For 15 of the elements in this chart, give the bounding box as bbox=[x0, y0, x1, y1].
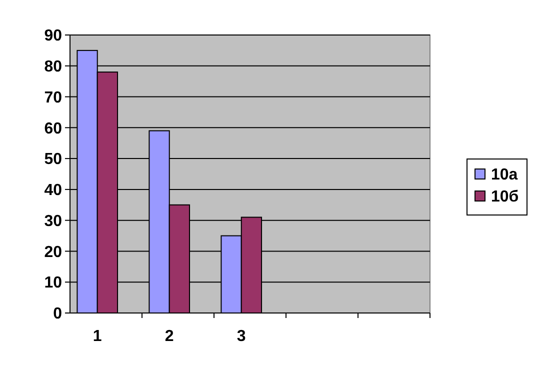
y-tick-label: 20 bbox=[44, 244, 62, 261]
y-tick-label: 90 bbox=[44, 28, 62, 45]
x-tick-label: 1 bbox=[92, 328, 102, 345]
y-tick-label: 80 bbox=[44, 58, 62, 76]
y-tick-label: 10 bbox=[44, 274, 62, 292]
y-tick-label: 30 bbox=[44, 212, 62, 230]
y-tick-label: 70 bbox=[44, 89, 62, 106]
x-tick-label: 3 bbox=[236, 328, 246, 345]
y-tick-label: 60 bbox=[44, 120, 62, 138]
legend-label: 10а bbox=[491, 166, 518, 184]
y-tick-label: 0 bbox=[53, 306, 62, 323]
legend-label: 10б bbox=[491, 188, 519, 206]
y-tick-label: 50 bbox=[44, 151, 62, 168]
y-tick-label: 40 bbox=[44, 182, 62, 200]
x-tick-label: 2 bbox=[164, 328, 174, 345]
